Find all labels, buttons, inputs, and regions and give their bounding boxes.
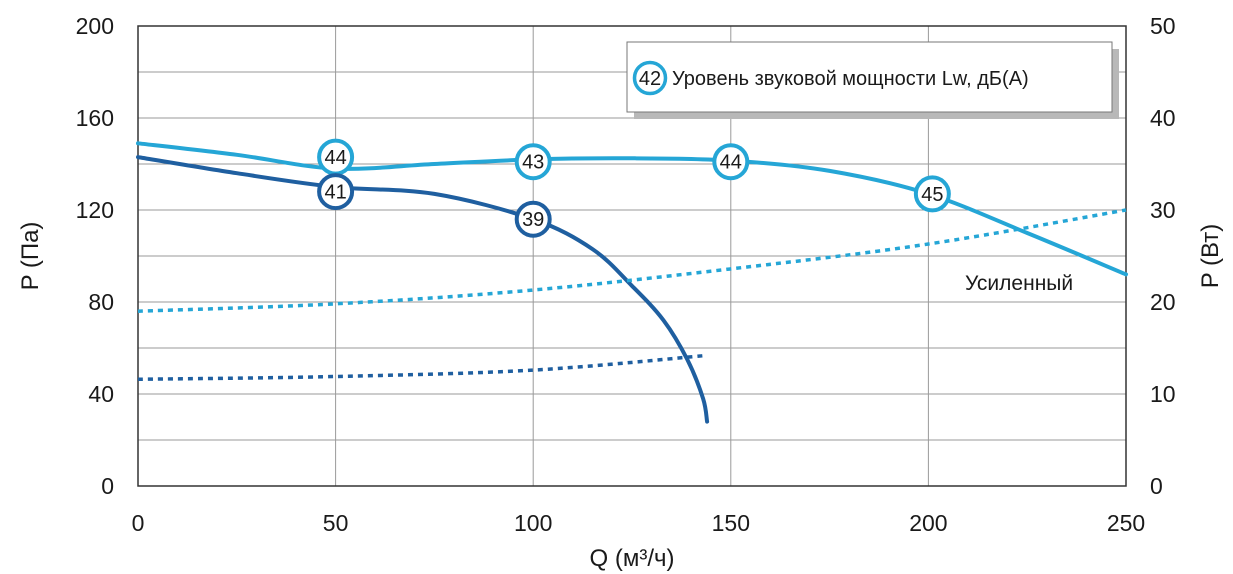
y-right-tick-label: 20	[1150, 289, 1176, 315]
x-tick-label: 100	[514, 510, 552, 536]
legend-label: Уровень звуковой мощности Lw, дБ(А)	[672, 68, 1029, 90]
x-tick-label: 50	[323, 510, 349, 536]
y-axis-title-left: P (Па)	[17, 222, 44, 291]
y-right-tick-label: 0	[1150, 473, 1163, 499]
y-right-tick-label: 50	[1150, 13, 1176, 39]
y-right-tick-label: 30	[1150, 197, 1176, 223]
y-left-tick-label: 40	[88, 381, 114, 407]
x-tick-label: 150	[712, 510, 750, 536]
y-left-tick-label: 120	[76, 197, 114, 223]
y-left-tick-label: 80	[88, 289, 114, 315]
plot-frame	[137, 25, 1127, 487]
annotation-usilennyi: Усиленный	[965, 272, 1073, 295]
x-tick-label: 250	[1107, 510, 1145, 536]
data-label-circle	[514, 143, 552, 181]
y-axis-title-right: P (Вт)	[1197, 224, 1224, 288]
series-group	[136, 141, 1128, 424]
data-labels: 44 43 44 45 41 39	[317, 138, 951, 238]
y-left-tick-label: 0	[101, 473, 114, 499]
data-label: 41	[324, 182, 346, 204]
series-line-1	[136, 141, 1128, 277]
data-label: 44	[324, 147, 346, 169]
y-right-tick-label: 40	[1150, 105, 1176, 131]
data-label-circle	[913, 175, 951, 213]
series-line-4	[137, 353, 708, 382]
legend-box	[626, 41, 1113, 113]
data-label: 44	[720, 152, 742, 174]
series-line-3	[137, 208, 1127, 313]
y-left-tick-label: 200	[76, 13, 114, 39]
y-left-tick-label: 160	[76, 105, 114, 131]
x-tick-label: 200	[909, 510, 947, 536]
x-axis-title: Q (м³/ч)	[590, 545, 675, 572]
legend: 42 Уровень звуковой мощности Lw, дБ(А)	[626, 41, 1119, 119]
y-right-tick-label: 10	[1150, 381, 1176, 407]
legend-badge-icon	[632, 60, 668, 96]
x-tick-label: 0	[132, 510, 145, 536]
data-label: 45	[921, 184, 943, 206]
data-label: 39	[522, 209, 544, 231]
data-label: 43	[522, 152, 544, 174]
legend-badge-number: 42	[639, 68, 661, 90]
data-label-circle	[712, 143, 750, 181]
data-label-circle	[514, 200, 552, 238]
series-line-2	[136, 155, 710, 424]
data-label-circle	[317, 173, 355, 211]
